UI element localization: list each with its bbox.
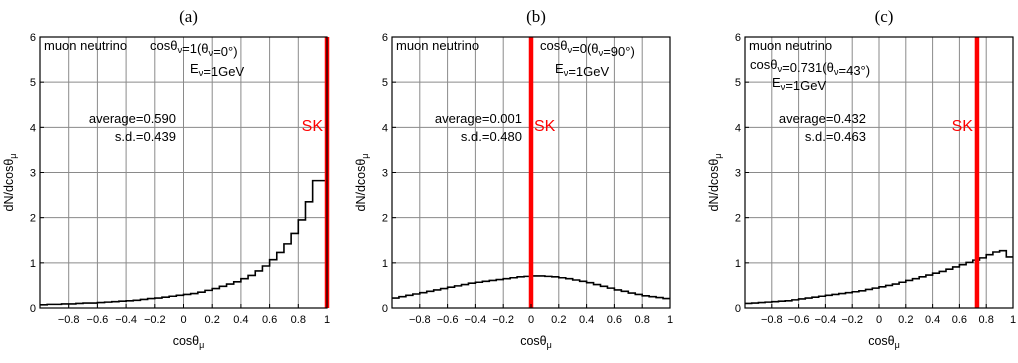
y-tick-label: 5 [382, 77, 388, 89]
y-tick-label: 1 [382, 258, 388, 270]
y-tick-label: 1 [30, 258, 36, 270]
x-tick-label: 0.8 [291, 314, 306, 326]
x-tick-label: 1 [1010, 314, 1016, 326]
x-tick-label: 0.2 [898, 314, 913, 326]
y-tick-label: 1 [735, 258, 741, 270]
sk-label: SK [534, 118, 556, 135]
x-tick-label: −0.8 [58, 314, 80, 326]
panel-label: (a) [179, 7, 198, 26]
y-tick-label: 3 [30, 168, 36, 180]
annotation-average: average=0.590 [89, 111, 176, 126]
y-tick-label: 4 [382, 122, 388, 134]
y-tick-label: 6 [30, 32, 36, 44]
y-tick-label: 5 [30, 77, 36, 89]
x-tick-label: 0.6 [952, 314, 967, 326]
x-tick-label: 0.2 [205, 314, 220, 326]
y-axis-label: dN/dcosθμ [2, 154, 18, 212]
x-tick-label: 0.8 [979, 314, 994, 326]
x-axis-label: cosθμ [868, 334, 900, 350]
histogram-line [40, 179, 327, 306]
x-tick-label: −0.8 [409, 314, 431, 326]
y-tick-label: 4 [30, 122, 36, 134]
y-axis-label: dN/dcosθμ [707, 154, 723, 212]
panel-label: (c) [875, 7, 894, 26]
y-tick-label: 0 [382, 303, 388, 315]
annotation-sd: s.d.=0.480 [461, 129, 522, 144]
x-tick-label: 0.4 [579, 314, 594, 326]
annotation-flavor: muon neutrino [44, 38, 127, 53]
panel-a: −0.8 −0.6 −0.4 −0.2 0 0.2 0.4 0.6 0.8 1 0 1 2 3 4 5 6 (a)… [2, 7, 330, 350]
grid [745, 37, 1013, 308]
y-tick-label: 5 [735, 77, 741, 89]
x-tick-label: 0 [876, 314, 882, 326]
annotation-angle: cosθν=0(θν=90°) [540, 38, 635, 59]
annotation-sd: s.d.=0.463 [805, 129, 866, 144]
x-tick-label: −0.6 [87, 314, 109, 326]
x-tick-label: 0 [180, 314, 186, 326]
sk-label: SK [952, 118, 974, 135]
annotation-angle: cosθν=0.731(θν=43°) [750, 57, 870, 78]
x-tick-label: 0.6 [607, 314, 622, 326]
panel-b: −0.8 −0.6 −0.4 −0.2 0 0.2 0.4 0.6 0.8 1 0 1 2 3 4 5 6 (b)… [354, 7, 673, 350]
x-tick-label: −0.6 [437, 314, 459, 326]
x-tick-label: 0.6 [262, 314, 277, 326]
x-tick-label: −0.4 [115, 314, 137, 326]
x-tick-label: −0.4 [815, 314, 837, 326]
y-tick-label: 2 [735, 213, 741, 225]
annotation-energy: Eν=1GeV [190, 61, 245, 79]
y-tick-label: 4 [735, 122, 741, 134]
y-axis-label: dN/dcosθμ [354, 154, 370, 212]
y-tick-label: 3 [735, 168, 741, 180]
x-axis-label: cosθμ [173, 334, 205, 350]
y-tick-label: 2 [382, 213, 388, 225]
panel-label: (b) [526, 7, 546, 26]
annotation-average: average=0.001 [435, 111, 522, 126]
histogram-line [745, 249, 1013, 305]
sk-label: SK [302, 118, 324, 135]
x-tick-label: 0.4 [233, 314, 248, 326]
x-tick-label: −0.2 [492, 314, 514, 326]
annotation-sd: s.d.=0.439 [115, 129, 176, 144]
y-tick-label: 0 [30, 303, 36, 315]
annotation-angle: cosθν=1(θν=0°) [150, 38, 238, 59]
annotation-flavor: muon neutrino [749, 38, 832, 53]
annotation-energy: Eν=1GeV [555, 61, 610, 79]
panel-c: −0.8 −0.6 −0.4 −0.2 0 0.2 0.4 0.6 0.8 1 0 1 2 3 4 5 6 (c)… [707, 7, 1016, 350]
y-tick-label: 6 [382, 32, 388, 44]
annotation-flavor: muon neutrino [396, 38, 479, 53]
x-tick-label: 1 [324, 314, 330, 326]
annotation-average: average=0.432 [779, 111, 866, 126]
x-tick-label: −0.6 [788, 314, 810, 326]
x-tick-label: −0.2 [144, 314, 166, 326]
x-tick-label: −0.4 [465, 314, 487, 326]
x-tick-label: 0.4 [925, 314, 940, 326]
y-tick-label: 0 [735, 303, 741, 315]
x-tick-label: 1 [667, 314, 673, 326]
annotation-energy: Eν=1GeV [772, 75, 827, 93]
x-tick-label: 0.2 [551, 314, 566, 326]
x-tick-label: −0.8 [761, 314, 783, 326]
grid [40, 37, 327, 308]
x-axis-label: cosθμ [520, 334, 552, 350]
x-tick-label: 0 [528, 314, 534, 326]
x-tick-label: 0.8 [635, 314, 650, 326]
x-tick-label: −0.2 [841, 314, 863, 326]
y-tick-label: 6 [735, 32, 741, 44]
y-tick-label: 2 [30, 213, 36, 225]
y-tick-label: 3 [382, 168, 388, 180]
